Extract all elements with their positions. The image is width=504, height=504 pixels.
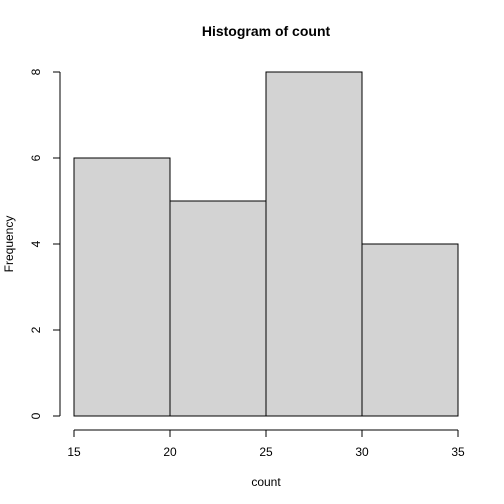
y-tick-label-1: 2 [29,326,43,333]
x-axis: 15 20 25 30 35 [67,429,465,459]
y-tick-label-3: 6 [29,154,43,161]
histogram-bar-2 [265,71,363,417]
x-tick-label-2: 25 [259,445,273,459]
x-tick-label-1: 20 [163,445,177,459]
y-tick-label-0: 0 [29,412,43,419]
histogram-bar-3 [361,243,459,417]
y-tick-label-4: 8 [29,68,43,75]
chart-title: Histogram of count [202,23,331,39]
y-axis-label: Frequency [2,216,16,273]
y-axis: 0 2 4 6 8 [29,68,61,419]
bars-group [73,71,459,417]
histogram-bar-0 [73,157,171,417]
x-axis-label: count [251,475,281,489]
x-tick-label-3: 30 [355,445,369,459]
x-tick-label-4: 35 [451,445,465,459]
y-tick-label-2: 4 [29,240,43,247]
x-tick-label-0: 15 [67,445,81,459]
histogram-bar-1 [169,200,267,417]
